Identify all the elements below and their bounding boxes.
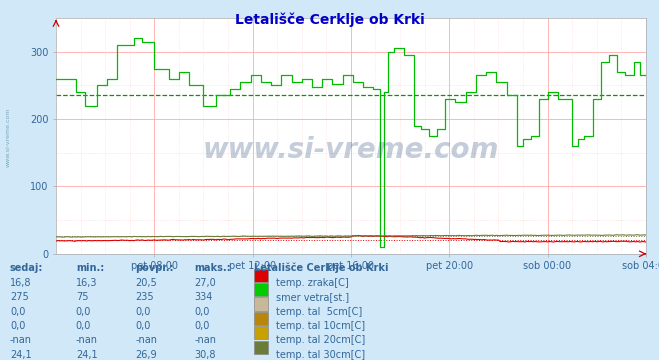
Text: 24,1: 24,1 <box>10 350 32 360</box>
Text: 0,0: 0,0 <box>135 321 150 331</box>
Text: Letališče Cerklje ob Krki: Letališče Cerklje ob Krki <box>254 262 388 273</box>
Bar <box>254 269 268 282</box>
Text: www.si-vreme.com: www.si-vreme.com <box>5 107 11 167</box>
Text: 0,0: 0,0 <box>194 321 210 331</box>
Text: www.si-vreme.com: www.si-vreme.com <box>203 136 499 164</box>
Text: smer vetra[st.]: smer vetra[st.] <box>276 292 349 302</box>
Text: -nan: -nan <box>194 336 216 345</box>
Text: Letališče Cerklje ob Krki: Letališče Cerklje ob Krki <box>235 13 424 27</box>
Text: temp. zraka[C]: temp. zraka[C] <box>276 278 349 288</box>
Text: 275: 275 <box>10 292 28 302</box>
Text: 24,1: 24,1 <box>76 350 98 360</box>
Bar <box>254 283 268 296</box>
Text: 0,0: 0,0 <box>76 307 91 317</box>
Bar <box>254 341 268 354</box>
Text: 75: 75 <box>76 292 88 302</box>
Text: povpr.:: povpr.: <box>135 262 173 273</box>
Bar <box>254 326 268 339</box>
Text: 0,0: 0,0 <box>76 321 91 331</box>
Text: temp. tal  5cm[C]: temp. tal 5cm[C] <box>276 307 362 317</box>
Text: maks.:: maks.: <box>194 262 231 273</box>
Text: 235: 235 <box>135 292 154 302</box>
Text: 334: 334 <box>194 292 213 302</box>
Bar <box>254 312 268 325</box>
Text: -nan: -nan <box>76 336 98 345</box>
Text: -nan: -nan <box>10 336 32 345</box>
Text: temp. tal 30cm[C]: temp. tal 30cm[C] <box>276 350 365 360</box>
Text: 0,0: 0,0 <box>194 307 210 317</box>
Text: -nan: -nan <box>135 336 157 345</box>
Text: 26,9: 26,9 <box>135 350 157 360</box>
Text: temp. tal 20cm[C]: temp. tal 20cm[C] <box>276 336 365 345</box>
Text: 27,0: 27,0 <box>194 278 216 288</box>
Bar <box>254 297 268 311</box>
Text: 16,8: 16,8 <box>10 278 32 288</box>
Text: 0,0: 0,0 <box>135 307 150 317</box>
Text: 20,5: 20,5 <box>135 278 157 288</box>
Text: 0,0: 0,0 <box>10 321 25 331</box>
Text: 16,3: 16,3 <box>76 278 98 288</box>
Text: temp. tal 10cm[C]: temp. tal 10cm[C] <box>276 321 365 331</box>
Text: 0,0: 0,0 <box>10 307 25 317</box>
Text: sedaj:: sedaj: <box>10 262 43 273</box>
Text: min.:: min.: <box>76 262 104 273</box>
Text: 30,8: 30,8 <box>194 350 216 360</box>
